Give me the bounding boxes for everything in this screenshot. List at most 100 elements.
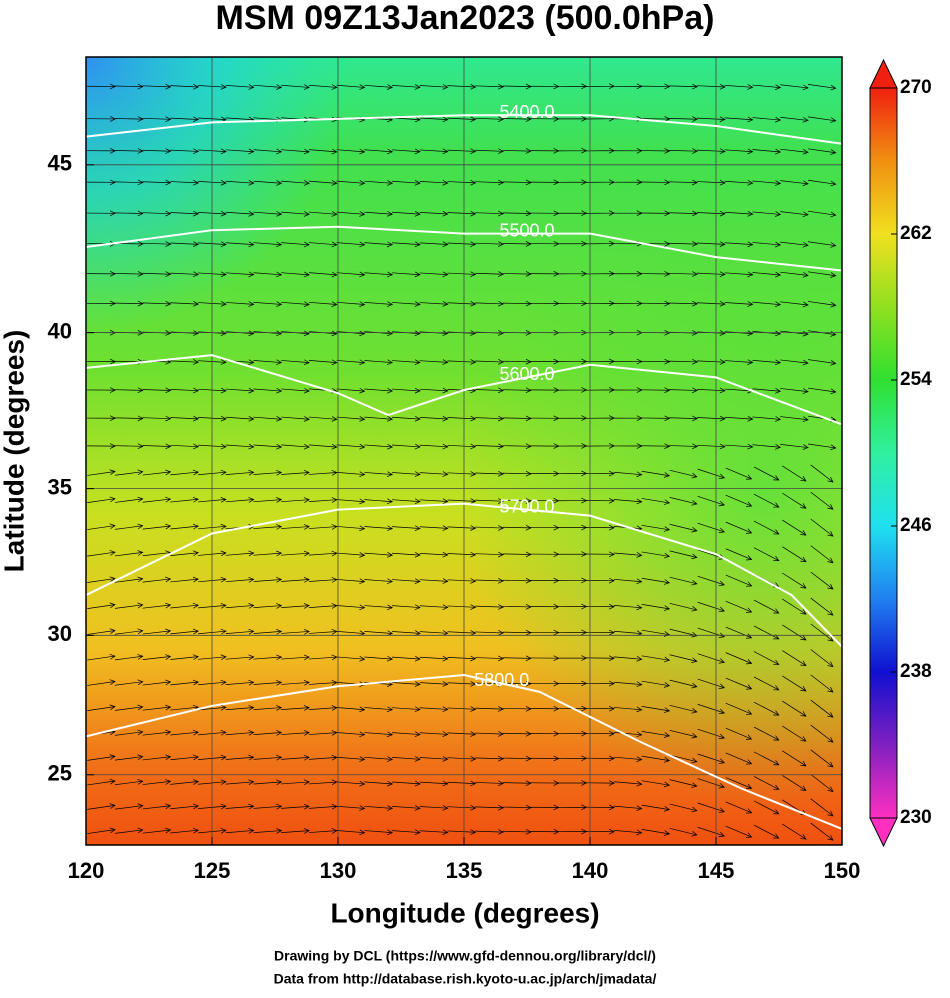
streamline-arrow xyxy=(170,443,200,450)
streamline-arrow xyxy=(613,656,643,662)
streamline-arrow xyxy=(308,211,338,217)
streamline-arrow xyxy=(114,654,144,661)
streamline-arrow xyxy=(253,148,283,155)
streamline-arrow xyxy=(308,84,338,90)
streamline-arrow xyxy=(142,83,172,90)
streamline-arrow xyxy=(142,443,172,450)
streamline-arrow xyxy=(419,359,449,365)
streamline-arrow xyxy=(170,803,199,810)
streamline-arrow xyxy=(641,780,671,788)
streamline-arrow xyxy=(502,577,532,584)
streamline-arrow xyxy=(225,679,255,686)
streamline-arrow xyxy=(669,148,699,154)
streamline-arrow xyxy=(697,703,726,715)
streamline-arrow xyxy=(502,271,532,277)
map-area: 5400.0 5500.0 5600.0 5700.0 5800.0 xyxy=(86,57,842,845)
streamline-arrow xyxy=(308,416,338,422)
streamline-arrow xyxy=(475,498,504,504)
streamline-arrow xyxy=(281,497,310,503)
streamline-arrow xyxy=(725,600,753,613)
streamline-arrow xyxy=(447,655,477,662)
streamline-arrow xyxy=(364,756,394,762)
streamline-arrow xyxy=(336,180,366,186)
streamline-arrow xyxy=(419,271,449,278)
streamline-arrow xyxy=(807,301,837,308)
streamline-arrow xyxy=(752,84,782,90)
streamline-arrow xyxy=(586,730,615,737)
streamline-arrow xyxy=(336,706,366,713)
streamline-arrow xyxy=(669,415,699,422)
streamline-arrow xyxy=(782,492,807,509)
streamline-arrow xyxy=(502,706,532,712)
streamline-arrow xyxy=(782,546,807,563)
streamline-arrow xyxy=(669,469,698,479)
streamline-arrow xyxy=(114,415,144,422)
streamline-arrow xyxy=(669,523,698,533)
streamline-arrow xyxy=(87,358,116,365)
streamline-arrow xyxy=(392,681,421,687)
y-tick-label: 45 xyxy=(48,151,72,176)
streamline-arrow xyxy=(810,491,834,510)
streamline-arrow xyxy=(475,300,504,307)
streamline-arrow xyxy=(87,803,116,810)
streamline-arrow xyxy=(641,470,671,478)
streamline-arrow xyxy=(336,805,366,811)
streamline-arrow xyxy=(253,416,283,422)
streamline-arrow xyxy=(613,706,643,713)
streamline-arrow xyxy=(87,827,116,834)
streamline-arrow xyxy=(447,83,477,90)
streamline-arrow xyxy=(697,826,726,838)
chart-title: MSM 09Z13Jan2023 (500.0hPa) xyxy=(216,0,715,37)
streamline-arrow xyxy=(641,148,671,154)
x-tick-label: 120 xyxy=(68,858,105,883)
streamline-arrow xyxy=(253,603,283,609)
streamline-arrow xyxy=(114,729,144,736)
streamline-arrow xyxy=(392,655,421,662)
streamline-arrow xyxy=(225,148,255,155)
streamline-arrow xyxy=(364,211,394,217)
streamline-arrow xyxy=(669,300,699,307)
streamline-arrow xyxy=(753,800,780,815)
streamline-arrow xyxy=(392,180,421,186)
streamline-arrow xyxy=(586,524,615,531)
streamline-arrow xyxy=(170,148,200,155)
streamline-arrow xyxy=(447,415,477,422)
streamline-arrow xyxy=(225,576,255,583)
streamline-arrow xyxy=(225,803,255,810)
streamline-arrow xyxy=(364,525,394,532)
streamline-arrow xyxy=(669,628,698,638)
streamline-arrow xyxy=(281,550,310,557)
streamline-arrow xyxy=(392,829,421,836)
streamline-arrow xyxy=(752,148,782,155)
streamline-arrow xyxy=(613,498,643,505)
height-contour xyxy=(86,502,842,648)
streamline-arrow xyxy=(780,180,809,187)
streamline-arrow xyxy=(641,577,671,585)
streamline-arrow xyxy=(502,387,532,394)
streamline-arrow xyxy=(613,829,643,836)
streamline-arrow xyxy=(502,680,532,687)
streamline-arrow xyxy=(364,359,394,366)
streamline-arrow xyxy=(807,271,837,278)
streamline-arrow xyxy=(752,301,782,308)
streamline-arrow xyxy=(114,179,144,186)
streamline-arrow xyxy=(502,415,532,422)
streamline-arrow xyxy=(170,271,200,278)
streamline-arrow xyxy=(502,524,532,531)
streamline-arrow xyxy=(502,210,532,217)
streamline-arrow xyxy=(725,777,753,790)
streamline-arrow xyxy=(364,471,394,477)
streamline-arrow xyxy=(502,83,532,90)
streamline-arrow xyxy=(419,387,449,394)
streamline-arrow xyxy=(392,706,421,713)
streamline-arrow xyxy=(641,271,671,277)
streamline-arrow xyxy=(447,116,477,123)
streamline-arrow xyxy=(502,629,532,636)
streamline-arrow xyxy=(308,180,338,186)
streamline-arrow xyxy=(170,210,200,217)
streamline-arrow xyxy=(225,628,255,635)
streamline-arrow xyxy=(281,443,310,450)
streamline-arrow xyxy=(87,443,116,449)
streamline-arrow xyxy=(392,805,421,811)
streamline-arrow xyxy=(782,519,807,536)
